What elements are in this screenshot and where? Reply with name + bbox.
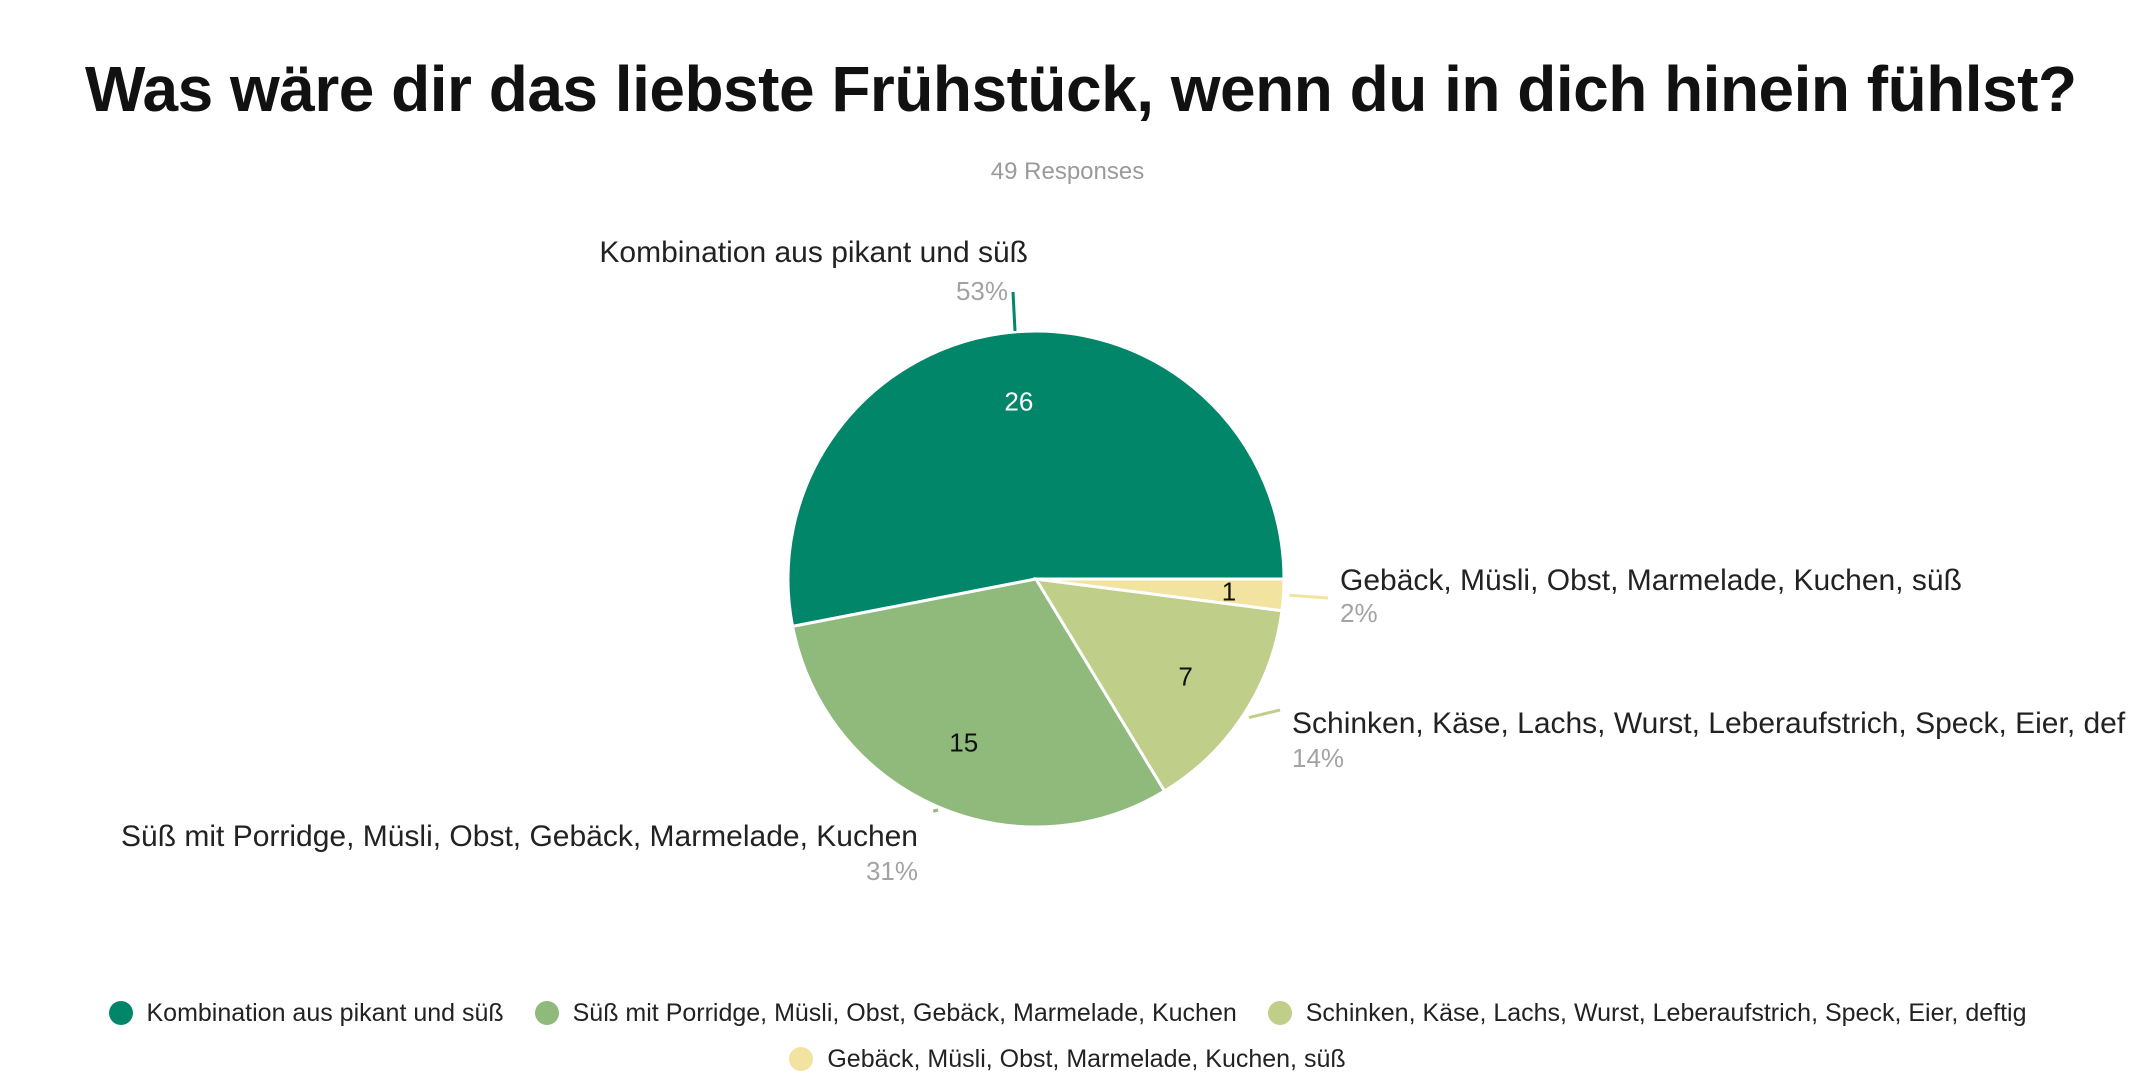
- slice-callout-percent: 53%: [956, 276, 1008, 306]
- legend-row-1: Kombination aus pikant und süß Süß mit P…: [0, 990, 2135, 1035]
- legend-item[interactable]: Schinken, Käse, Lachs, Wurst, Leberaufst…: [1267, 991, 2027, 1035]
- pie-slice[interactable]: [1033, 577, 1284, 794]
- legend-label: Kombination aus pikant und süß: [146, 999, 504, 1028]
- legend-label: Süß mit Porridge, Müsli, Obst, Gebäck, M…: [572, 999, 1237, 1028]
- slice-callout-label: Kombination aus pikant und süß: [599, 236, 1028, 269]
- legend-label: Schinken, Käse, Lachs, Wurst, Leberaufst…: [1305, 999, 2027, 1028]
- leader-line: [1011, 291, 1017, 332]
- slice-value-label: 7: [1178, 661, 1192, 691]
- slice-callout-percent: 2%: [1340, 598, 1378, 628]
- slice-value-label: 26: [1004, 386, 1033, 416]
- chart-title: Was wäre dir das liebste Frühstück, wenn…: [85, 53, 2077, 125]
- slice-callout-label: Gebäck, Müsli, Obst, Marmelade, Kuchen, …: [1340, 564, 1962, 597]
- legend-swatch: [1267, 1001, 1292, 1026]
- slice-value-label: 15: [949, 727, 978, 757]
- slice-callout-percent: 14%: [1292, 743, 1344, 773]
- legend-item[interactable]: Gebäck, Müsli, Obst, Marmelade, Kuchen, …: [789, 1037, 1346, 1081]
- slice-callout-percent: 31%: [866, 856, 918, 886]
- slice-callout-label: Süß mit Porridge, Müsli, Obst, Gebäck, M…: [121, 820, 918, 853]
- response-count: 49 Responses: [990, 158, 1145, 185]
- pie-slice[interactable]: [1035, 577, 1286, 613]
- legend-swatch: [789, 1046, 814, 1071]
- slice-callout-label: Schinken, Käse, Lachs, Wurst, Leberaufst…: [1292, 707, 2126, 740]
- leader-line: [1289, 593, 1329, 600]
- legend-row-2: Gebäck, Müsli, Obst, Marmelade, Kuchen, …: [0, 1035, 2135, 1080]
- legend-item[interactable]: Süß mit Porridge, Müsli, Obst, Gebäck, M…: [534, 991, 1237, 1035]
- legend-item[interactable]: Kombination aus pikant und süß: [108, 991, 504, 1035]
- pie-slice[interactable]: [786, 329, 1286, 629]
- slice-value-label: 1: [1222, 576, 1236, 606]
- legend: Kombination aus pikant und süß Süß mit P…: [0, 990, 2135, 1081]
- pie-slice[interactable]: [790, 577, 1167, 829]
- legend-swatch: [108, 1001, 133, 1026]
- legend-swatch: [534, 1001, 559, 1026]
- leader-line: [932, 808, 939, 813]
- leader-line: [1248, 708, 1281, 720]
- legend-label: Gebäck, Müsli, Obst, Marmelade, Kuchen, …: [827, 1044, 1346, 1073]
